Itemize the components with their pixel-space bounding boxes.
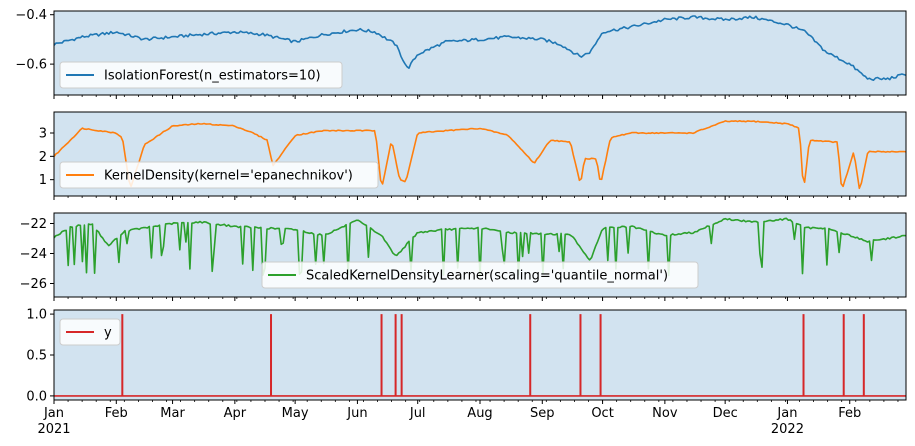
x-tick-label: Oct xyxy=(591,406,613,421)
series-line xyxy=(54,15,906,81)
panel-3: −26 −24 −22 ScaledKernelDensityLearner(scal… xyxy=(20,212,907,301)
legend-label: KernelDensity(kernel='epanechnikov') xyxy=(104,169,353,184)
legend-box xyxy=(59,61,343,89)
y-tick-label: −26 xyxy=(20,277,47,292)
legend: KernelDensity(kernel='epanechnikov') xyxy=(59,161,379,189)
y-tick-label: 1.0 xyxy=(26,308,47,323)
x-tick-label: Apr xyxy=(224,406,247,421)
panel-1: −0.6 −0.4 IsolationForest(n_estimators=10) xyxy=(15,8,907,99)
legend: ScaledKernelDensityLearner(scaling='quan… xyxy=(261,261,699,289)
panel-2: 1 2 3 KernelDensity(kernel='epanechnikov') xyxy=(39,111,907,200)
legend-label: y xyxy=(104,326,112,341)
legend: IsolationForest(n_estimators=10) xyxy=(59,61,343,89)
y-tick-label: 0.5 xyxy=(26,349,47,364)
series-line xyxy=(54,120,906,190)
x-tick-label: Feb xyxy=(105,406,128,421)
x-tick-label: Dec xyxy=(713,406,738,421)
x-tick-label: Aug xyxy=(467,406,492,421)
x-tick-label: Nov xyxy=(652,406,678,421)
series-group xyxy=(54,120,906,190)
y-tick-label: −0.6 xyxy=(15,58,47,73)
y-tick-label: −0.4 xyxy=(15,8,47,23)
series-group xyxy=(54,15,906,81)
legend-box xyxy=(59,161,379,189)
legend-label: ScaledKernelDensityLearner(scaling='quan… xyxy=(306,269,668,284)
y-tick-label: 1 xyxy=(39,173,47,188)
x-tick-year-label: 2022 xyxy=(771,422,804,437)
series-group xyxy=(54,314,906,397)
y-tick-label: 2 xyxy=(39,150,47,165)
x-tick-label: Jan xyxy=(776,406,797,421)
legend: y xyxy=(59,318,121,346)
legend-box xyxy=(261,261,699,289)
x-tick-label: Feb xyxy=(838,406,861,421)
x-tick-label: May xyxy=(282,406,309,421)
legend-label: IsolationForest(n_estimators=10) xyxy=(104,69,321,84)
y-tick-label: 3 xyxy=(39,127,47,142)
x-tick-label: Sep xyxy=(530,406,555,421)
x-tick-label: Jan xyxy=(43,406,64,421)
plot-area xyxy=(54,310,906,400)
x-tick-label: Jul xyxy=(409,406,426,421)
x-tick-year-label: 2021 xyxy=(37,422,70,437)
x-tick-label: Mar xyxy=(160,406,185,421)
y-tick-label: −22 xyxy=(20,217,47,232)
x-tick-label: Jun xyxy=(346,406,367,421)
y-tick-label: −24 xyxy=(20,247,47,262)
y-tick-label: 0.0 xyxy=(26,389,47,404)
